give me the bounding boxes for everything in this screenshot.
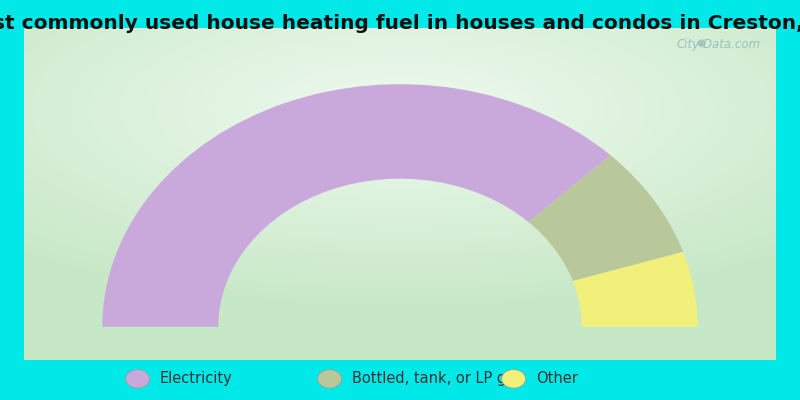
Text: ●: ● [696, 38, 705, 48]
Text: Most commonly used house heating fuel in houses and condos in Creston, NE: Most commonly used house heating fuel in… [0, 14, 800, 33]
Wedge shape [102, 84, 610, 327]
Text: City-Data.com: City-Data.com [677, 38, 761, 51]
Ellipse shape [126, 370, 150, 388]
Wedge shape [529, 155, 683, 281]
Wedge shape [573, 252, 698, 327]
Ellipse shape [502, 370, 526, 388]
Text: Other: Other [536, 371, 578, 386]
Text: Electricity: Electricity [160, 371, 233, 386]
Text: Bottled, tank, or LP gas: Bottled, tank, or LP gas [352, 371, 523, 386]
Ellipse shape [318, 370, 342, 388]
